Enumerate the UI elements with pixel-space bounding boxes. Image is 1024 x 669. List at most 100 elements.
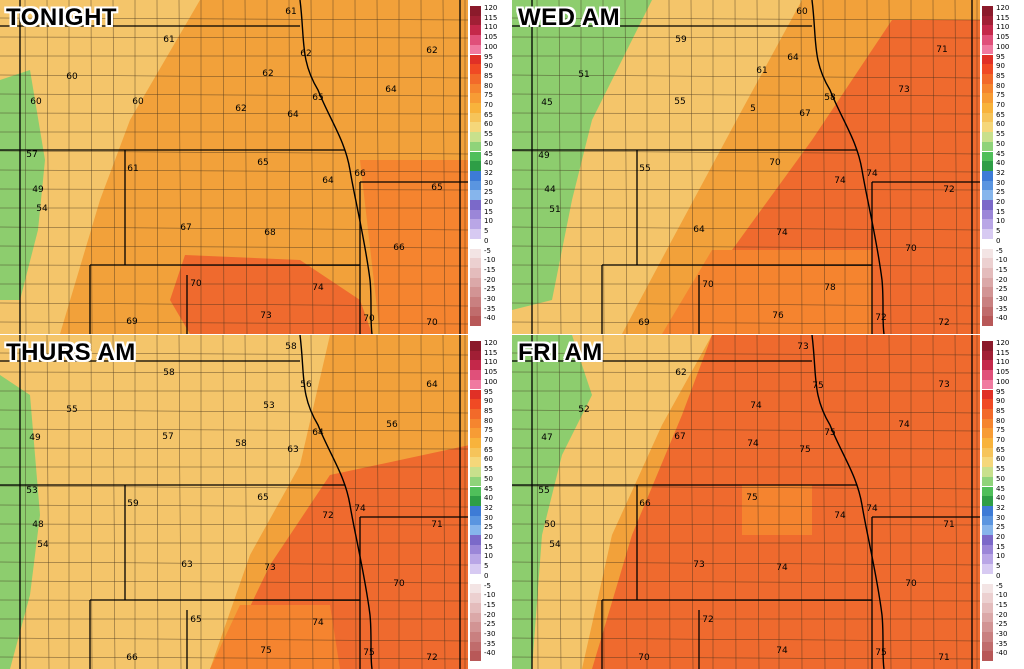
colorbar-label: 40	[996, 159, 1005, 168]
colorbar-label: 70	[484, 436, 493, 444]
colorbar-label: 10	[996, 552, 1005, 561]
temperature-value: 74	[750, 401, 762, 411]
temperature-value: 61	[756, 66, 767, 76]
colorbar-swatch	[470, 93, 481, 103]
panel-fri-am: 73 62 73 52 74 75 74 67 47 75 74 75 55 75 66 74 74 71 50 54…	[512, 335, 1024, 669]
colorbar-swatch	[982, 593, 993, 603]
temperature-value: 71	[431, 520, 442, 530]
colorbar-swatch	[982, 496, 993, 506]
colorbar-swatch	[982, 641, 993, 652]
temperature-value: 49	[538, 151, 550, 161]
colorbar-label: 25	[484, 188, 493, 197]
panel-tonight: 61 61 62 62 60 62 60 60 62 64 65 64 57 61 65 66 64 65 49 54…	[0, 0, 512, 334]
temperature-value: 54	[36, 204, 48, 214]
temperature-value: 53	[26, 486, 37, 496]
colorbar-label: 0	[484, 236, 489, 245]
colorbar-swatch	[982, 258, 993, 268]
colorbar-swatch	[470, 112, 481, 123]
colorbar-label: 40	[484, 159, 493, 168]
colorbar-swatch	[982, 467, 993, 477]
temperature-value: 51	[578, 70, 589, 80]
colorbar-label: 32	[996, 168, 1005, 177]
temperature-value: 74	[834, 176, 846, 186]
colorbar-swatch	[982, 219, 993, 230]
colorbar-label: 30	[996, 178, 1005, 187]
colorbar-label: 32	[996, 503, 1005, 512]
colorbar-swatch	[982, 476, 993, 487]
colorbar-label: -40	[484, 649, 496, 658]
temperature-value: 65	[431, 183, 442, 193]
colorbar-label: -25	[996, 620, 1008, 629]
temperature-value: 67	[799, 109, 810, 119]
temperature-value: 47	[541, 433, 552, 443]
colorbar-label: 20	[996, 198, 1005, 206]
colorbar-label: 60	[484, 455, 493, 464]
colorbar-label: 105	[996, 33, 1010, 42]
colorbar-label: -10	[996, 256, 1008, 265]
colorbar-swatch	[982, 316, 993, 327]
temperature-value: 74	[312, 283, 324, 293]
colorbar-label: 55	[484, 130, 493, 139]
temperature-value: 55	[674, 97, 685, 107]
colorbar-label: 30	[996, 513, 1005, 522]
colorbar-swatch	[470, 122, 481, 133]
colorbar-label: 95	[996, 52, 1005, 61]
colorbar-swatch	[982, 535, 993, 545]
colorbar-label: 95	[484, 52, 493, 61]
colorbar-swatch	[470, 103, 481, 113]
colorbar-swatch	[470, 496, 481, 506]
colorbar-swatch	[470, 54, 481, 65]
colorbar-swatch	[470, 428, 481, 438]
temperature-value: 63	[287, 445, 298, 455]
colorbar-swatch	[982, 486, 993, 497]
colorbar-label: -10	[484, 591, 496, 600]
colorbar-label: -30	[484, 630, 496, 638]
colorbar-swatch	[470, 200, 481, 210]
temperature-value: 70	[393, 579, 405, 589]
temperature-value: 59	[127, 499, 139, 509]
colorbar-swatch	[982, 370, 993, 380]
colorbar-label: 45	[996, 484, 1005, 493]
colorbar-label: 55	[996, 465, 1005, 474]
temperature-value: 62	[300, 49, 311, 59]
colorbar-swatch	[470, 64, 481, 74]
colorbar-label: 110	[484, 23, 498, 32]
colorbar-label: 55	[484, 465, 493, 474]
colorbar-label: -30	[996, 295, 1008, 303]
colorbar-label: -35	[484, 639, 496, 648]
colorbar-swatch	[470, 564, 481, 574]
colorbar-label: -30	[484, 295, 496, 303]
colorbar-swatch	[470, 612, 481, 623]
colorbar-swatch	[470, 467, 481, 477]
temperature-value: 65	[257, 493, 268, 503]
temperature-value: 72	[938, 318, 949, 328]
temperature-value: 60	[66, 72, 78, 82]
temperature-value: 58	[163, 368, 175, 378]
colorbar-label: 5	[484, 562, 489, 571]
temperature-value: 59	[675, 35, 687, 45]
warm-core	[742, 485, 812, 535]
colorbar-label: 10	[484, 552, 493, 561]
colorbar-label: 32	[484, 168, 493, 177]
colorbar-legend: 120 115 110 105 100 95 90 85 80 75 70 65 60 55 50 45 40 3…	[980, 0, 1024, 330]
temperature-value: 70	[702, 280, 714, 290]
colorbar-swatch	[982, 525, 993, 535]
colorbar-swatch	[470, 525, 481, 535]
temperature-value: 56	[300, 380, 312, 390]
temperature-value: 60	[30, 97, 42, 107]
colorbar-label: -20	[484, 275, 496, 284]
colorbar-swatch	[982, 622, 993, 632]
colorbar-swatch	[982, 399, 993, 409]
county-grid	[0, 335, 468, 669]
colorbar-swatch	[982, 632, 993, 642]
temperature-value: 75	[824, 428, 835, 438]
temperature-map: 60 59 71 64 61 51 73 55 45 58 5 67 49 70 55 74 74 72 44 51 6…	[512, 0, 980, 334]
colorbar-swatch	[982, 141, 993, 152]
colorbar-swatch	[982, 190, 993, 200]
colorbar-swatch	[982, 297, 993, 307]
colorbar-swatch	[470, 476, 481, 487]
temperature-value: 70	[190, 279, 202, 289]
panel-title: THURS AM	[6, 339, 136, 366]
temperature-value: 75	[746, 493, 757, 503]
colorbar-swatch	[470, 219, 481, 230]
